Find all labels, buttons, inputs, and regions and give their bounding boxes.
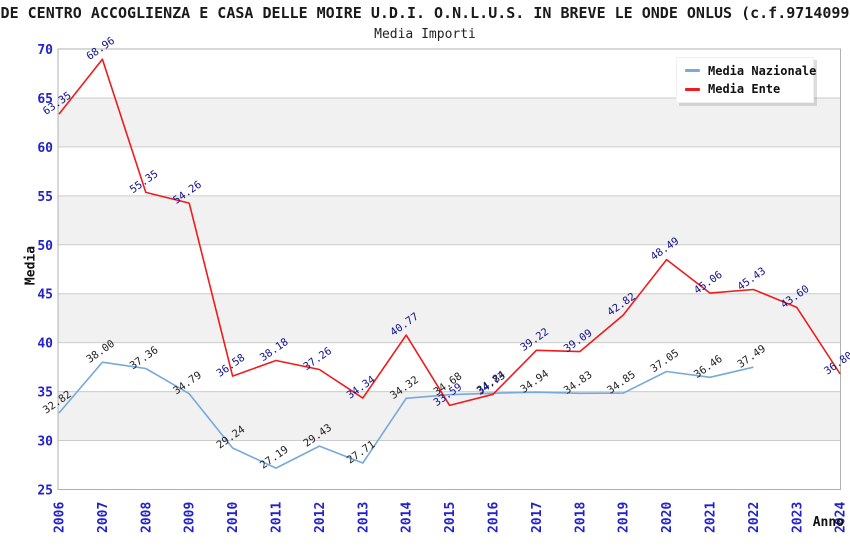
x-tick-label: 2011 [270, 502, 285, 533]
nazionale-line-swatch-icon [685, 69, 700, 73]
y-axis-title: Media [23, 245, 39, 286]
y-tick-label: 50 [37, 239, 53, 254]
legend-item-media-ente: Media Ente [685, 82, 813, 96]
ente-line-swatch-icon [685, 87, 700, 91]
x-tick-label: 2013 [356, 502, 371, 533]
legend-item-media-nazionale: Media Nazionale [685, 63, 817, 78]
value-label: 36.58 [214, 352, 247, 380]
value-label: 55.35 [128, 168, 161, 196]
x-tick-label: 2006 [53, 502, 68, 533]
legend-label: Media Nazionale [708, 63, 817, 78]
x-tick-label: 2019 [617, 502, 632, 533]
series-line-media-nazionale [58, 361, 754, 469]
x-tick-label: 2016 [487, 502, 502, 533]
y-tick-label: 40 [37, 337, 53, 352]
x-tick-label: 2009 [183, 502, 198, 533]
plot-border [57, 48, 841, 490]
y-tick-label: 60 [37, 141, 53, 156]
x-tick-label: 2010 [226, 502, 241, 533]
background-band [58, 97, 841, 147]
x-tick-label: 2007 [96, 502, 111, 533]
legend-label: Media Ente [708, 82, 781, 97]
y-tick-label: 30 [37, 435, 53, 450]
y-tick-label: 55 [37, 190, 53, 205]
value-label: 37.49 [735, 343, 768, 371]
x-tick-label: 2008 [139, 502, 154, 533]
background-band [58, 391, 841, 441]
background-band [58, 293, 841, 343]
y-tick-label: 25 [37, 484, 53, 499]
chart-legend: Media Nazionale Media Ente [676, 57, 817, 103]
x-tick-label: 2015 [443, 502, 458, 533]
x-tick-label: 2021 [704, 502, 719, 533]
y-tick-label: 35 [37, 386, 53, 401]
x-axis-title: Anno [812, 515, 844, 530]
x-tick-label: 2014 [400, 502, 415, 533]
x-tick-label: 2022 [747, 502, 762, 533]
x-tick-label: 2023 [790, 502, 805, 533]
x-tick-label: 2018 [573, 502, 588, 533]
chart-title: NDE CENTRO ACCOGLIENZA E CASA DELLE MOIR… [0, 4, 850, 22]
chart-subtitle: Media Importi [374, 27, 476, 42]
x-tick-label: 2020 [660, 502, 675, 533]
x-tick-label: 2017 [530, 502, 545, 533]
y-tick-label: 70 [37, 43, 53, 58]
value-label: 37.05 [648, 347, 681, 375]
x-tick-label: 2024 [834, 502, 849, 533]
y-tick-label: 45 [37, 288, 53, 303]
background-band [58, 195, 841, 245]
series-line-media-ente [58, 58, 841, 407]
x-tick-label: 2012 [313, 502, 328, 533]
y-tick-label: 65 [37, 92, 53, 107]
